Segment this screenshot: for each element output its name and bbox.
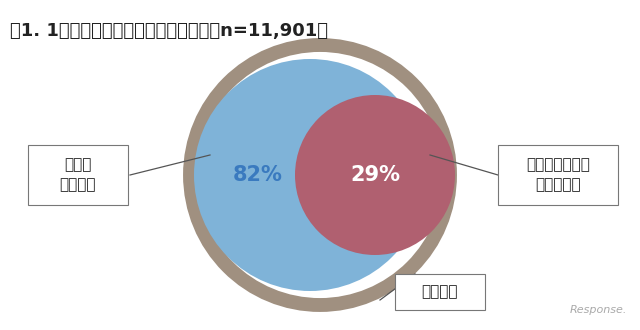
FancyBboxPatch shape	[395, 274, 485, 310]
Circle shape	[295, 95, 455, 255]
Text: 購入なし: 購入なし	[422, 284, 458, 300]
Text: 29%: 29%	[350, 165, 400, 185]
Circle shape	[194, 59, 426, 291]
FancyBboxPatch shape	[28, 145, 128, 205]
Text: 82%: 82%	[233, 165, 283, 185]
FancyBboxPatch shape	[498, 145, 618, 205]
Text: インターネット
で購入した: インターネット で購入した	[526, 158, 590, 192]
Text: Response.: Response.	[570, 305, 627, 315]
Text: 店頭で
購入した: 店頭で 購入した	[60, 158, 96, 192]
Text: 図1. 1年以内のカー用品の購入経験　（n=11,901）: 図1. 1年以内のカー用品の購入経験 （n=11,901）	[10, 22, 328, 40]
Circle shape	[190, 45, 450, 305]
